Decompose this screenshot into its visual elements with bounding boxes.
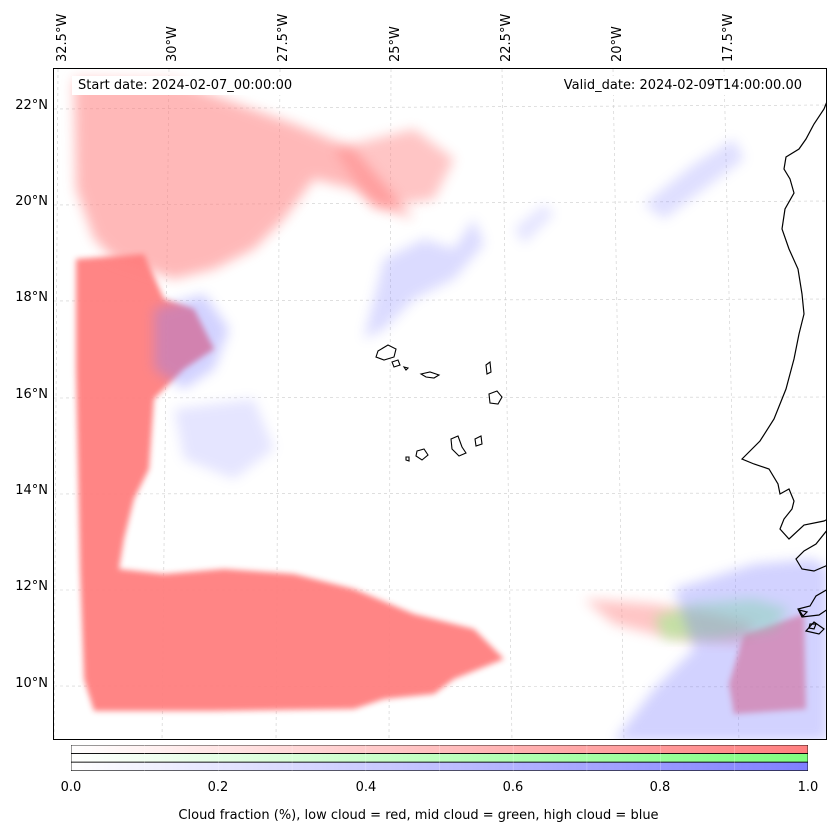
lat-label-14n: 14°N — [15, 483, 48, 498]
colorbar-tick-0-6: 0.6 — [502, 780, 524, 795]
boa-vista-island — [488, 390, 503, 405]
coastline — [740, 102, 826, 635]
lon-label-25w: 25°W — [388, 26, 403, 62]
lon-label-20w: 20°W — [610, 26, 625, 62]
cloud-fraction-map: Start date: 2024-02-07_00:00:00 Valid_da… — [53, 68, 827, 740]
high-cloud-central-wisp — [514, 204, 554, 244]
africa-coastline — [740, 102, 826, 540]
maio-island — [474, 435, 483, 447]
high-cloud-central-band — [364, 219, 484, 339]
lon-label-17-5w: 17.5°W — [721, 13, 736, 62]
fogo-island — [415, 448, 429, 461]
lon-label-32-5w: 32.5°W — [55, 13, 70, 62]
low-cloud-west-band — [76, 254, 504, 711]
colorbar-high-cloud — [71, 761, 808, 771]
valid-date-label: Valid_date: 2024-02-09T14:00:00.00 — [557, 76, 808, 95]
bissagos-islands — [797, 609, 817, 630]
colorbar-tick-0-0: 0.0 — [60, 780, 82, 795]
colorbar-caption: Cloud fraction (%), low cloud = red, mid… — [178, 808, 659, 823]
high-cloud-northeast-streak — [644, 139, 744, 219]
high-cloud-west-patch — [154, 294, 229, 389]
lat-label-16n: 16°N — [15, 387, 48, 402]
sao-nicolau-island — [419, 371, 441, 379]
high-cloud-west-wisp — [174, 399, 274, 479]
start-date-label: Start date: 2024-02-07_00:00:00 — [72, 76, 299, 95]
high-cloud-southeast — [615, 559, 826, 739]
santiago-island — [450, 435, 467, 457]
colorbar-step-lines — [144, 745, 735, 771]
lat-label-20n: 20°N — [15, 194, 48, 209]
map-canvas — [54, 69, 826, 739]
sao-vicente-island — [391, 359, 401, 368]
low-cloud-north-wisp — [334, 129, 454, 209]
lon-label-27-5w: 27.5°W — [276, 13, 291, 62]
lat-label-10n: 10°N — [15, 676, 48, 691]
colorbar — [71, 745, 808, 771]
cape-verde-islands — [375, 344, 503, 462]
lon-label-22-5w: 22.5°W — [499, 13, 514, 62]
lon-label-30w: 30°W — [165, 26, 180, 62]
low-cloud-northwest-band — [74, 79, 414, 279]
colorbar-tick-0-8: 0.8 — [649, 780, 671, 795]
santo-antao-island — [375, 344, 397, 361]
lat-label-12n: 12°N — [15, 579, 48, 594]
colorbar-tick-0-2: 0.2 — [207, 780, 229, 795]
lat-label-18n: 18°N — [15, 290, 48, 305]
brava-island — [405, 456, 410, 462]
high-cloud-layer — [154, 139, 826, 739]
santa-luzia-island — [402, 366, 410, 371]
colorbar-tick-1-0: 1.0 — [797, 780, 819, 795]
lat-label-22n: 22°N — [15, 98, 48, 113]
sal-island — [485, 360, 492, 375]
colorbar-tick-0-4: 0.4 — [355, 780, 377, 795]
